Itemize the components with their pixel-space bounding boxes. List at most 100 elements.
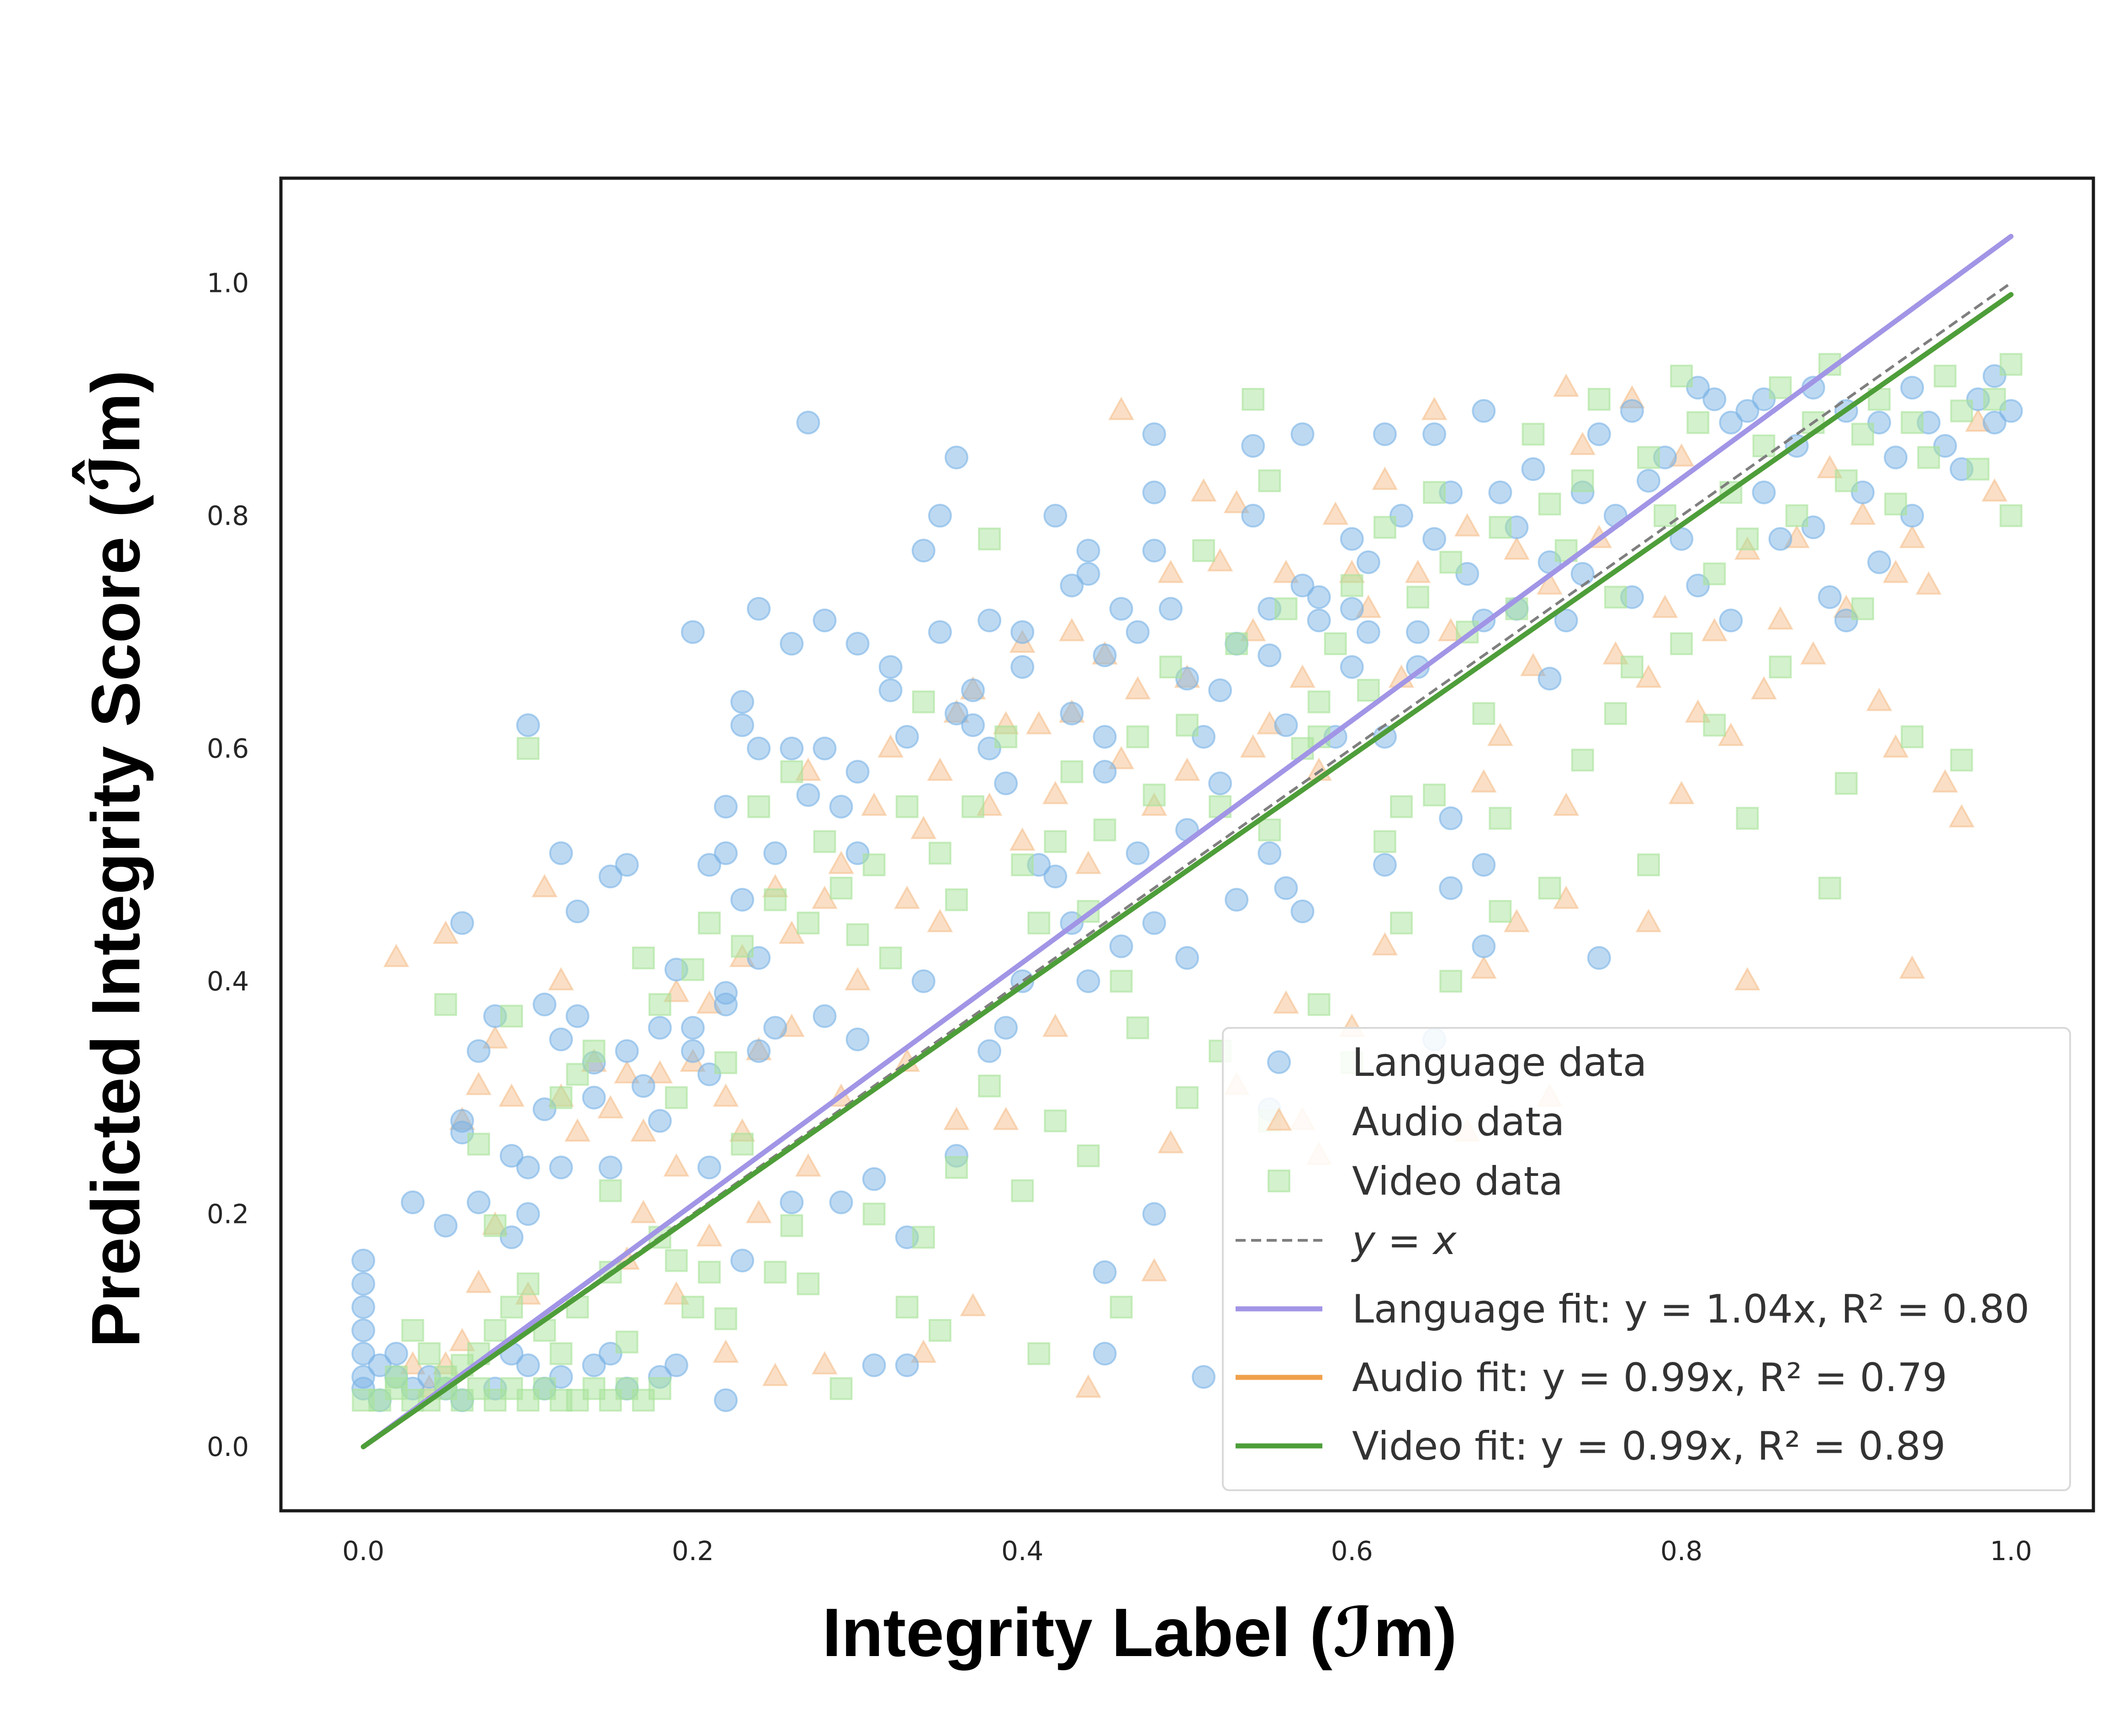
- audio-point: [812, 1351, 838, 1375]
- video-point: [566, 1296, 589, 1319]
- legend-video-data: Video data: [1352, 1159, 1563, 1204]
- language-point: [1735, 399, 1759, 423]
- video-point: [483, 1319, 507, 1342]
- video-point: [1390, 911, 1413, 935]
- language-point: [813, 736, 837, 761]
- language-point: [845, 760, 870, 784]
- video-point: [1324, 632, 1347, 656]
- audio-point: [1059, 618, 1085, 641]
- video-point: [846, 923, 869, 946]
- video-point: [1884, 492, 1907, 516]
- audio-point: [894, 885, 920, 909]
- language-point: [351, 1249, 375, 1273]
- language-point: [1340, 527, 1364, 551]
- video-point: [1489, 900, 1512, 923]
- audio-point: [1009, 827, 1036, 851]
- language-point: [1982, 410, 2007, 434]
- language-point: [713, 981, 738, 1005]
- language-point: [401, 1190, 425, 1214]
- video-point: [962, 795, 985, 818]
- audio-point: [713, 1339, 739, 1363]
- language-point: [944, 701, 968, 725]
- video-point: [1999, 504, 2023, 527]
- language-point: [1867, 550, 1892, 574]
- video-point: [1934, 365, 1957, 388]
- language-point: [1158, 597, 1183, 621]
- legend: Language data Audio data Video data y = x La…: [1222, 1027, 2071, 1491]
- audio-point: [1849, 501, 1876, 525]
- language-point: [1554, 609, 1578, 633]
- audio-point: [762, 1362, 788, 1387]
- audio-point: [1899, 955, 1925, 979]
- legend-audio-data: Audio data: [1352, 1099, 1564, 1145]
- audio-point: [1504, 536, 1530, 560]
- audio-point: [1174, 757, 1200, 781]
- y-tick-label: 0.8: [207, 500, 249, 531]
- audio-point: [1421, 397, 1448, 420]
- language-point: [780, 1190, 804, 1214]
- language-point: [615, 1039, 639, 1063]
- audio-point: [465, 1270, 492, 1293]
- audio-point: [1025, 711, 1052, 735]
- language-point: [1307, 585, 1331, 609]
- video-point: [764, 1260, 787, 1284]
- language-point: [1356, 550, 1380, 574]
- video-point: [945, 888, 968, 911]
- audio-point: [1487, 722, 1513, 746]
- video-point: [1670, 365, 1693, 388]
- language-point: [747, 1039, 771, 1063]
- video-point: [1538, 877, 1561, 900]
- language-point: [862, 1167, 886, 1191]
- language-point: [1093, 760, 1117, 784]
- audio-point: [943, 1106, 970, 1130]
- video-point: [912, 690, 935, 714]
- video-point: [1060, 760, 1083, 783]
- language-point: [1093, 1260, 1117, 1284]
- video-point: [434, 993, 457, 1016]
- video-point: [401, 1319, 424, 1342]
- video-point: [1950, 748, 1973, 772]
- audio-point: [1125, 676, 1151, 699]
- language-point: [1488, 480, 1512, 504]
- video-point: [797, 1272, 820, 1296]
- audio-point: [910, 1339, 937, 1363]
- video-point: [912, 1226, 935, 1249]
- language-point: [1043, 864, 1067, 889]
- language-point: [747, 597, 771, 621]
- language-point: [1208, 678, 1232, 702]
- language-point: [1620, 399, 1644, 423]
- video-point: [1769, 376, 1792, 399]
- video-point: [517, 1272, 540, 1296]
- x-axis-ticks: 0.0 0.2 0.4 0.6 0.8 1.0: [342, 1535, 2032, 1567]
- audio-point: [465, 1072, 492, 1096]
- language-point: [1060, 701, 1084, 725]
- language-point: [351, 1342, 375, 1366]
- language-point: [829, 794, 853, 819]
- audio-point: [910, 815, 937, 839]
- language-point: [549, 841, 573, 865]
- audio-point: [1157, 560, 1184, 583]
- audio-point: [1932, 769, 1958, 793]
- language-point: [780, 736, 804, 761]
- language-point: [1274, 876, 1298, 900]
- legend-language-fit: Language fit: y = 1.04x, R² = 0.80: [1352, 1286, 2029, 1332]
- legend-box: [1222, 1027, 2071, 1491]
- video-point: [1077, 1144, 1100, 1167]
- language-point: [1142, 480, 1166, 504]
- language-point: [1109, 597, 1133, 621]
- audio-point: [1981, 478, 2008, 502]
- language-point: [1538, 667, 1562, 691]
- video-point: [1307, 690, 1331, 714]
- video-point: [1703, 714, 1726, 737]
- video-fit-line: [360, 292, 2014, 1450]
- language-point: [681, 1039, 705, 1063]
- video-point: [1571, 469, 1594, 492]
- language-point: [351, 1295, 375, 1319]
- audio-point: [1635, 909, 1662, 932]
- language-point: [796, 410, 820, 434]
- language-point: [1125, 841, 1150, 865]
- video-point: [1670, 632, 1693, 656]
- video-point: [1176, 714, 1199, 737]
- language-point: [351, 1272, 375, 1296]
